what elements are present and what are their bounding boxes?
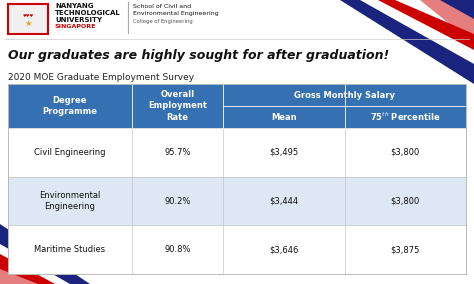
Text: UNIVERSITY: UNIVERSITY [55, 17, 102, 23]
Text: ★: ★ [24, 18, 32, 28]
Bar [8, 128, 466, 177]
Text: Maritime Studies: Maritime Studies [34, 245, 105, 254]
Text: 95.7%: 95.7% [164, 148, 191, 157]
Text: $3,495: $3,495 [269, 148, 299, 157]
Text: $3,444: $3,444 [269, 197, 299, 206]
Text: $3,646: $3,646 [269, 245, 299, 254]
Bar [8, 225, 466, 274]
Text: Overall
Employment
Rate: Overall Employment Rate [148, 90, 207, 122]
Text: Civil Engineering: Civil Engineering [34, 148, 106, 157]
Text: $3,800: $3,800 [391, 148, 420, 157]
Bar [8, 84, 466, 274]
Polygon shape [378, 0, 474, 50]
Text: $3,875: $3,875 [391, 245, 420, 254]
Polygon shape [440, 0, 474, 19]
Text: School of Civil and: School of Civil and [133, 5, 191, 9]
Bar [8, 4, 48, 34]
Polygon shape [420, 0, 474, 44]
Text: TECHNOLOGICAL: TECHNOLOGICAL [55, 10, 121, 16]
Polygon shape [340, 0, 474, 84]
Text: 90.8%: 90.8% [164, 245, 191, 254]
Text: Degree
Programme: Degree Programme [42, 96, 97, 116]
Text: College of Engineering: College of Engineering [133, 20, 193, 24]
Text: SINGAPORE: SINGAPORE [55, 24, 96, 30]
Text: Our graduates are highly sought for after graduation!: Our graduates are highly sought for afte… [8, 49, 389, 62]
Text: Mean: Mean [271, 112, 297, 122]
Text: 75$^{th}$ Percentile: 75$^{th}$ Percentile [370, 111, 440, 123]
Text: 2020 MOE Graduate Employment Survey: 2020 MOE Graduate Employment Survey [8, 74, 194, 82]
Text: $3,800: $3,800 [391, 197, 420, 206]
Text: ♥♥♥: ♥♥♥ [22, 14, 34, 18]
Text: Environmental Engineering: Environmental Engineering [133, 11, 219, 16]
Polygon shape [0, 259, 40, 284]
Text: NANYANG: NANYANG [55, 3, 93, 9]
Bar [8, 84, 466, 128]
Polygon shape [0, 224, 90, 284]
Bar [8, 177, 466, 225]
Polygon shape [0, 254, 55, 284]
Text: Gross Monthly Salary: Gross Monthly Salary [294, 91, 395, 99]
Text: 90.2%: 90.2% [164, 197, 191, 206]
Text: Environmental
Engineering: Environmental Engineering [39, 191, 100, 211]
